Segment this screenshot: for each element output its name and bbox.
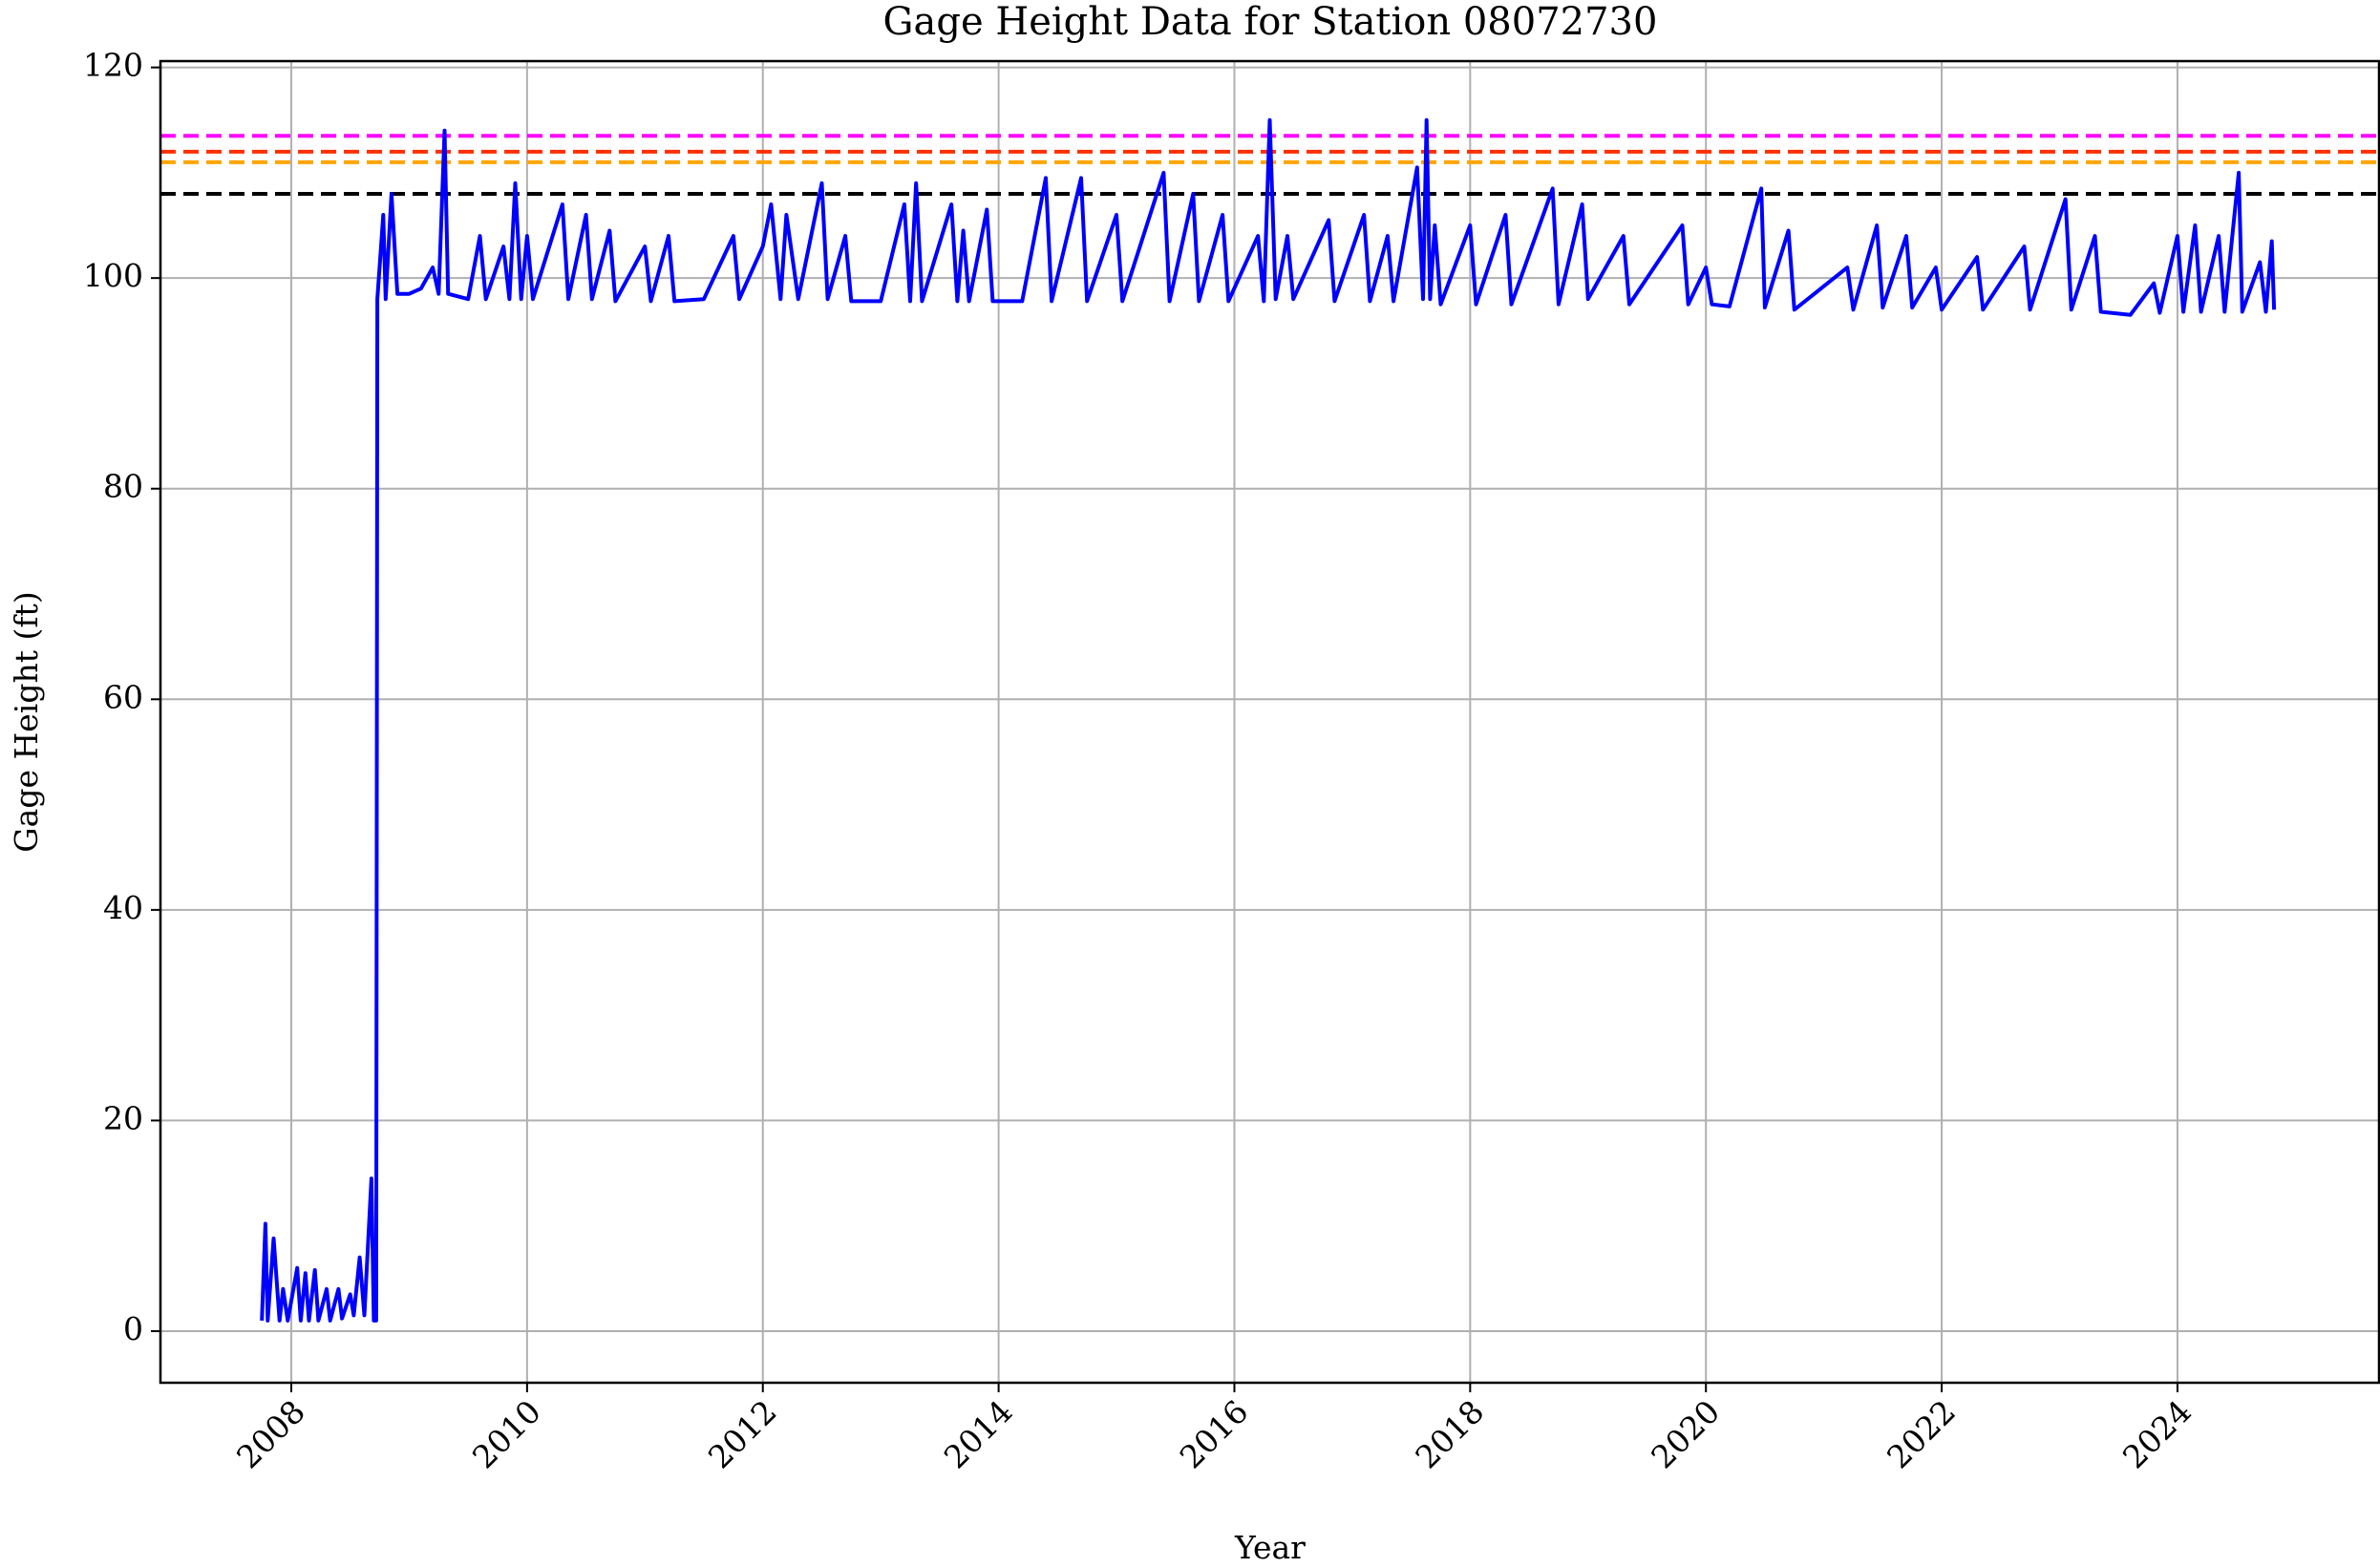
y-tick-label: 120: [83, 47, 143, 84]
y-tick-label: 0: [123, 1310, 143, 1347]
data-line: [260, 117, 2277, 1323]
y-axis-label: Gage Height (ft): [8, 591, 45, 852]
y-tick-label: 80: [103, 468, 143, 505]
y-tick-label: 100: [83, 257, 143, 294]
y-tick-label: 60: [103, 678, 143, 715]
x-axis-label: Year: [1234, 1529, 1306, 1566]
y-tick-label: 20: [103, 1099, 143, 1136]
y-tick-label: 40: [103, 889, 143, 926]
axes-frame: [159, 59, 2380, 1385]
chart-title: Gage Height Data for Station 08072730: [883, 0, 1658, 44]
